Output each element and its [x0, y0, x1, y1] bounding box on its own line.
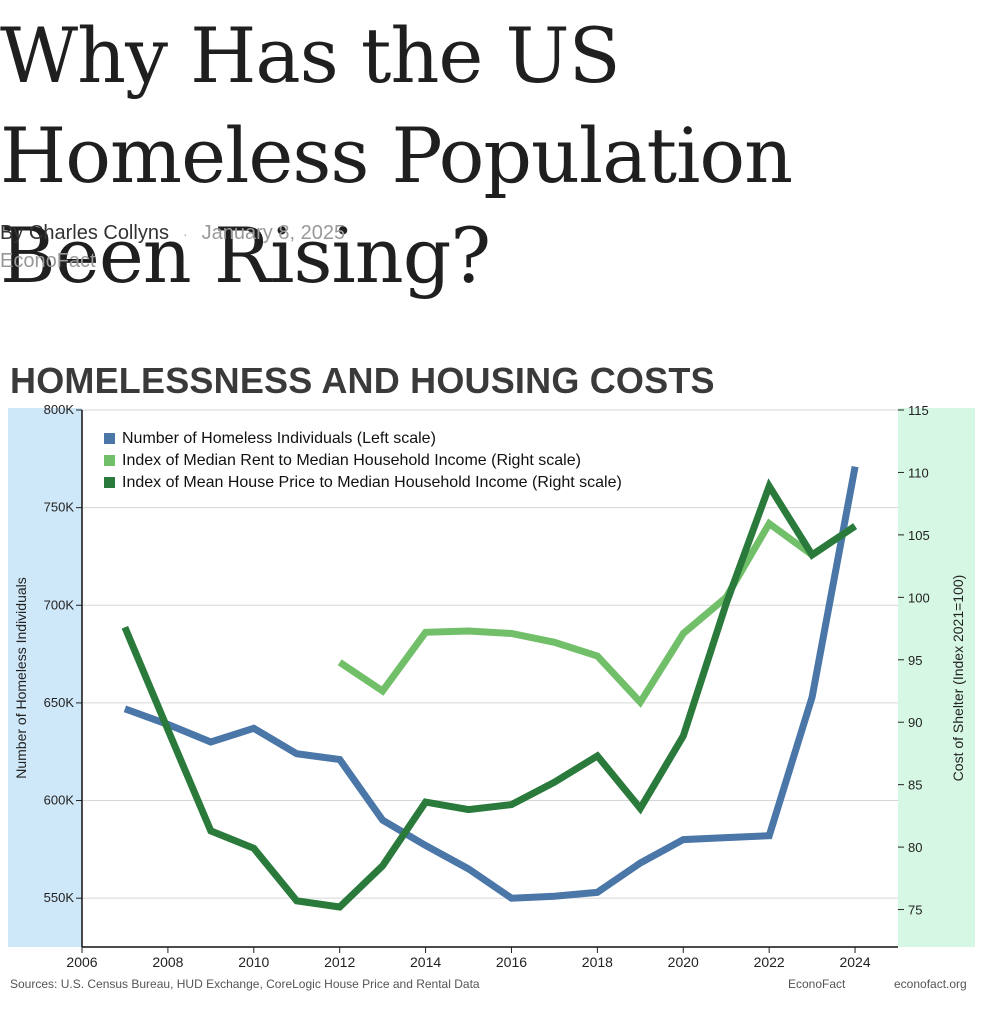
- left-axis-band: [8, 408, 82, 947]
- x-tick-label: 2006: [66, 954, 97, 970]
- x-tick-label: 2014: [410, 954, 441, 970]
- x-tick-label: 2008: [152, 954, 183, 970]
- x-tick-label: 2012: [324, 954, 355, 970]
- chart-title: HOMELESSNESS AND HOUSING COSTS: [10, 360, 715, 401]
- y-tick-label: 600K: [44, 793, 75, 808]
- y-right-tick-label: 110: [908, 465, 929, 480]
- x-tick-label: 2022: [754, 954, 785, 970]
- y-right-tick-label: 75: [908, 903, 922, 918]
- y-right-tick-label: 95: [908, 653, 922, 668]
- x-tick-label: 2018: [582, 954, 613, 970]
- legend-swatch: [104, 433, 115, 444]
- legend-label: Index of Median Rent to Median Household…: [122, 452, 581, 469]
- y-right-tick-label: 105: [908, 528, 930, 543]
- x-tick-label: 2020: [668, 954, 699, 970]
- y-right-tick-label: 100: [908, 590, 930, 605]
- x-tick-label: 2024: [839, 954, 870, 970]
- y-tick-label: 650K: [44, 695, 75, 710]
- publisher-name: EconoFact: [0, 250, 96, 272]
- chart-brand: EconoFact: [788, 977, 846, 991]
- series-line-house-price: [121, 478, 858, 911]
- byline-separator: ·: [182, 225, 188, 242]
- author-link[interactable]: By Charles Collyns: [0, 222, 169, 244]
- chart-sources: Sources: U.S. Census Bureau, HUD Exchang…: [10, 977, 480, 991]
- y-tick-label: 700K: [44, 597, 75, 612]
- y-tick-label: 750K: [44, 500, 75, 515]
- y-right-axis-title: Cost of Shelter (Index 2021=100): [950, 575, 966, 782]
- series-line-homeless: [123, 465, 859, 902]
- publish-date: January 8, 2025: [201, 222, 346, 244]
- legend-label: Number of Homeless Individuals (Left sca…: [122, 430, 436, 447]
- y-tick-label: 800K: [44, 402, 75, 417]
- chart: 550K 600K 650K 700K 750K 800K 75 80 85 90 95 100 105…: [8, 402, 975, 970]
- legend-swatch: [104, 477, 115, 488]
- y-right-tick-label: 115: [908, 403, 929, 418]
- y-tick-label: 550K: [44, 890, 75, 905]
- byline: By Charles Collyns · January 8, 2025: [0, 222, 345, 245]
- y-right-tick-label: 90: [908, 715, 922, 730]
- y-axis-title: Number of Homeless Individuals: [13, 577, 29, 779]
- y-right-tick-label: 85: [908, 778, 922, 793]
- article-headline: Why Has the US Homeless Population Been …: [0, 11, 793, 300]
- x-tick-label: 2016: [496, 954, 527, 970]
- y-right-tick-label: 80: [908, 840, 922, 855]
- series-line-rent: [337, 518, 858, 708]
- chart-site[interactable]: econofact.org: [894, 977, 967, 991]
- right-axis-band: [898, 408, 975, 947]
- legend-label: Index of Mean House Price to Median Hous…: [122, 474, 622, 491]
- legend-swatch: [104, 455, 115, 466]
- x-tick-label: 2010: [238, 954, 269, 970]
